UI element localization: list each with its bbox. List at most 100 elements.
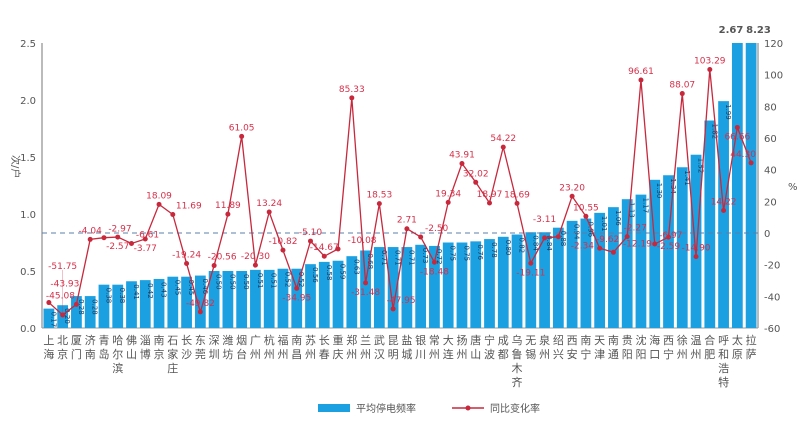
bar-value-label: 0.63 (352, 259, 360, 275)
category-label: 汉 (374, 348, 385, 361)
bar-value-label: 1.99 (724, 104, 732, 120)
category-label: 木 (512, 362, 523, 375)
line-point (390, 306, 396, 312)
line-point (294, 285, 300, 291)
line-value-label: -2.97 (108, 225, 131, 235)
right-tick-label: 80 (764, 102, 777, 113)
line-value-label: 23.20 (559, 183, 585, 193)
category-label: 徐 (677, 333, 688, 347)
line-value-label: 19.34 (435, 189, 461, 199)
bar-value-label: 0.52 (283, 272, 291, 288)
category-label: 石 (167, 334, 178, 347)
category-label: 上 (43, 334, 54, 347)
line-value-label: -2.59 (657, 242, 681, 252)
line-value-label: -5.10 (299, 228, 323, 238)
category-label: 京 (57, 347, 68, 361)
change-rate-line (48, 69, 752, 316)
line-point (239, 133, 245, 139)
bar (566, 220, 578, 328)
bar-value-label: 0.50 (215, 274, 223, 290)
category-label: 州 (346, 348, 357, 361)
line-point (652, 241, 658, 247)
category-label: 州 (250, 348, 261, 361)
line-value-label: 85.33 (339, 85, 365, 95)
line-value-label: -4.04 (79, 226, 103, 236)
line-value-label: 11.89 (215, 201, 241, 211)
category-label: 广 (250, 334, 261, 347)
line-point (363, 280, 369, 286)
bar-value-label: 0.71 (394, 250, 402, 266)
category-label: 淄 (140, 334, 151, 347)
line-value-label: 88.07 (669, 81, 695, 91)
line-point (707, 66, 713, 72)
bar-value-label: 1.82 (710, 124, 718, 140)
bar (71, 296, 82, 328)
category-label: 南 (291, 334, 302, 347)
line-value-label: -34.95 (282, 293, 311, 303)
right-tick-label: -20 (764, 261, 780, 272)
bar-value-label: 0.80 (504, 240, 512, 256)
left-tick-label: 1.5 (20, 153, 36, 164)
bar (649, 179, 661, 328)
bar-value-label: 0.58 (325, 265, 333, 281)
bar (98, 284, 110, 328)
bar (139, 280, 151, 328)
bar-value-label: 0.84 (545, 235, 553, 251)
bar (277, 268, 289, 328)
line-value-label: -20.56 (208, 253, 237, 263)
bar (497, 236, 509, 328)
bar-value-label: 0.50 (228, 274, 236, 290)
bar (84, 296, 96, 328)
bar-value-label: 1.52 (697, 158, 705, 174)
line-point (335, 246, 341, 252)
category-label: 呼 (718, 334, 729, 347)
line-point (156, 201, 162, 207)
bar-value-label: 0.50 (242, 274, 250, 290)
bar-value-label: 0.56 (311, 267, 319, 283)
bar-value-label: 1.41 (683, 170, 691, 186)
bar-value-label: 0.72 (435, 249, 443, 265)
category-label: 山 (126, 348, 137, 361)
line-point (197, 309, 203, 315)
bar (112, 284, 124, 328)
bar-value-label: 0.88 (559, 231, 567, 247)
bar-value-label: 1.17 (641, 198, 649, 214)
line-point (528, 260, 534, 266)
bar-value-label: 0.46 (201, 279, 209, 295)
bar (194, 275, 206, 328)
category-label: 成 (498, 334, 509, 347)
right-tick-label: 0 (764, 229, 770, 240)
line-value-label: -10.08 (348, 236, 377, 246)
line-point (431, 259, 437, 265)
bar-value-label: 0.73 (421, 248, 429, 264)
bar (332, 260, 344, 328)
bar (346, 256, 358, 328)
line-point (597, 245, 603, 251)
left-tick-label: 2.5 (20, 39, 36, 50)
bar (745, 43, 757, 328)
category-label: 春 (319, 348, 330, 361)
category-label: 州 (360, 348, 371, 361)
left-tick-label: 2.0 (20, 96, 36, 107)
category-label: 哈 (112, 334, 123, 347)
category-label: 津 (594, 348, 605, 361)
bar (318, 261, 330, 328)
bar (291, 268, 303, 328)
bar-value-label: 0.28 (77, 299, 85, 315)
bar (167, 276, 179, 328)
category-label: 扬 (456, 333, 467, 347)
category-label: 川 (415, 348, 426, 361)
category-label: 宁 (580, 347, 591, 361)
category-label: 圳 (209, 348, 220, 361)
line-value-label: -20.30 (241, 252, 270, 262)
line-value-label: -31.48 (351, 288, 380, 298)
line-value-label: 11.69 (176, 201, 202, 211)
bar-value-label: 0.17 (49, 312, 57, 328)
bar-value-label: 0.20 (63, 308, 71, 324)
category-label: 南 (580, 334, 591, 347)
line-value-label: 14.22 (711, 197, 737, 207)
category-label: 昆 (388, 334, 399, 347)
bar (594, 212, 606, 328)
bar (43, 308, 55, 328)
line-point (170, 211, 176, 217)
